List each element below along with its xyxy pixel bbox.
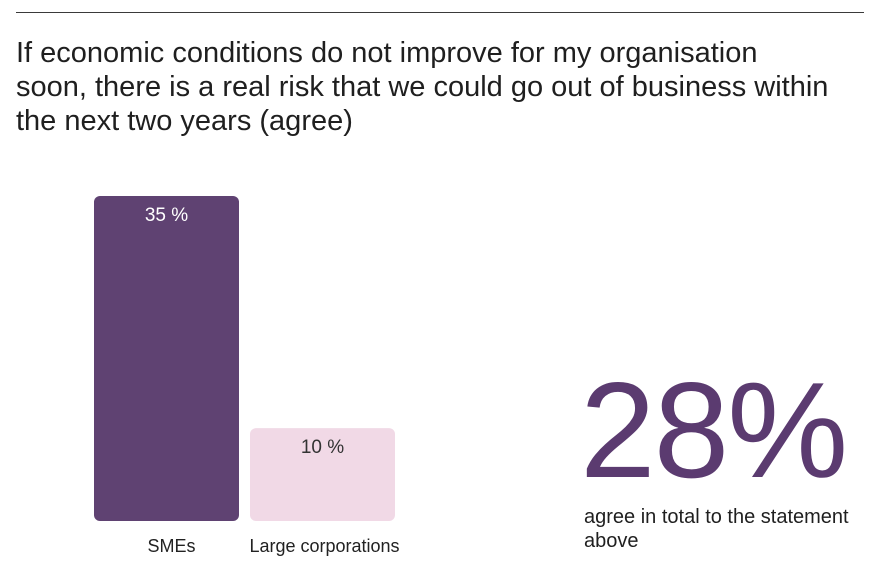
category-label-smes: SMEs — [147, 536, 195, 556]
chart-title: If economic conditions do not improve fo… — [16, 37, 829, 137]
bar-large-corporations — [250, 428, 395, 521]
bar-smes — [94, 196, 239, 521]
category-label-large-corporations: Large corporations — [249, 536, 399, 556]
top-divider — [16, 12, 864, 13]
total-agree-stat: 28% — [580, 354, 848, 506]
bar-chart: 35 % 10 % SMEs Large corporations — [94, 196, 400, 556]
bar-value-large-corporations: 10 % — [301, 437, 344, 458]
total-agree-caption: agree in total to the statement above — [584, 506, 849, 552]
bar-value-smes: 35 % — [145, 205, 188, 226]
